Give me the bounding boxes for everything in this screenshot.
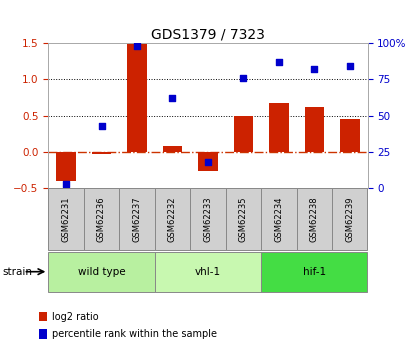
Bar (234, 116, 253, 152)
Text: GSM62236: GSM62236 (97, 196, 106, 242)
Title: GDS1379 / 7323: GDS1379 / 7323 (151, 28, 265, 42)
Point (311, 67, 318, 72)
Bar (39, 312, 47, 322)
Bar (56, 152, 76, 181)
Text: GSM62234: GSM62234 (274, 196, 284, 242)
Bar (127, 43, 147, 152)
Bar (48, 188, 84, 250)
Point (346, 63, 353, 69)
Text: vhl-1: vhl-1 (195, 267, 221, 277)
Point (205, 159, 211, 165)
Text: wild type: wild type (78, 267, 125, 277)
Bar (269, 102, 289, 152)
Bar (332, 188, 368, 250)
Bar (226, 188, 261, 250)
Text: GSM62232: GSM62232 (168, 196, 177, 242)
Text: GSM62238: GSM62238 (310, 196, 319, 242)
Point (169, 96, 176, 101)
Point (276, 59, 282, 65)
Bar (297, 188, 332, 250)
Point (240, 75, 247, 81)
Text: GSM62231: GSM62231 (62, 196, 71, 242)
Text: strain: strain (2, 267, 32, 277)
Text: log2 ratio: log2 ratio (52, 312, 99, 322)
Text: GSM62237: GSM62237 (132, 196, 142, 242)
Bar (190, 188, 226, 250)
Text: hif-1: hif-1 (303, 267, 326, 277)
Bar (155, 252, 261, 292)
Point (134, 43, 140, 49)
Bar (261, 188, 297, 250)
Bar (155, 188, 190, 250)
Bar (39, 329, 47, 339)
Bar (119, 188, 155, 250)
Bar (48, 252, 155, 292)
Bar (163, 146, 182, 152)
Bar (198, 152, 218, 171)
Text: percentile rank within the sample: percentile rank within the sample (52, 329, 218, 339)
Point (98, 123, 105, 128)
Bar (261, 252, 368, 292)
Point (63, 181, 69, 186)
Text: GSM62239: GSM62239 (345, 196, 354, 242)
Bar (340, 119, 360, 152)
Bar (304, 107, 324, 152)
Bar (92, 152, 111, 154)
Text: GSM62233: GSM62233 (203, 196, 213, 242)
Text: GSM62235: GSM62235 (239, 196, 248, 242)
Bar (84, 188, 119, 250)
